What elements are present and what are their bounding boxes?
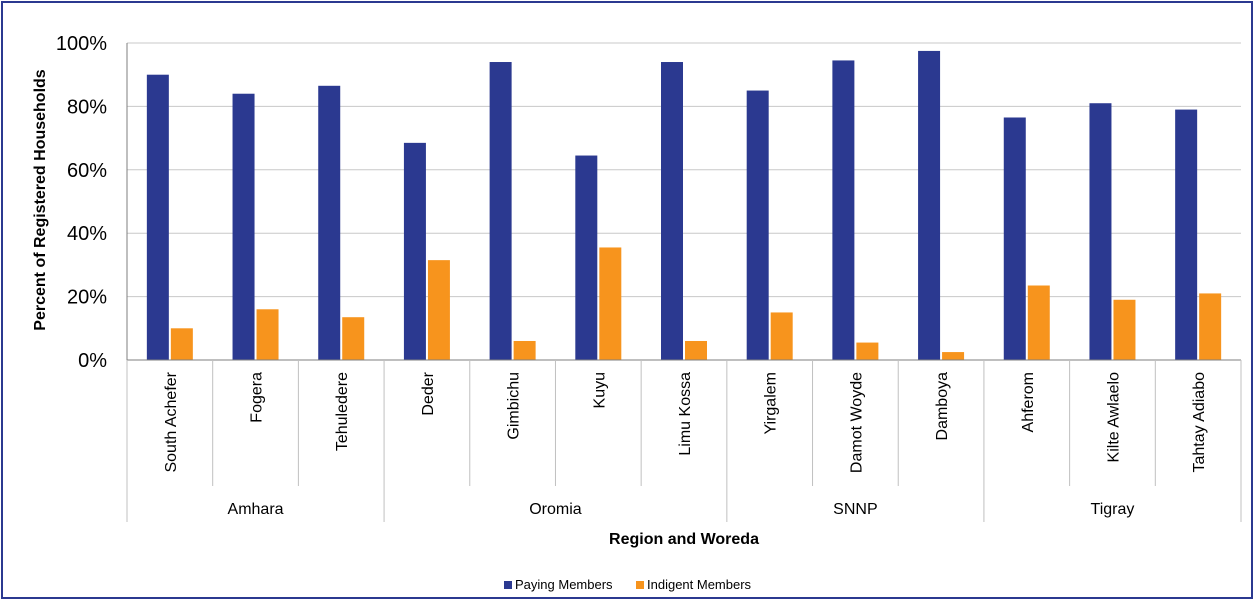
x-tick-label: Gimbichu (506, 372, 523, 440)
x-tick-label: Limu Kossa (677, 372, 694, 456)
bar-indigent-members-south-achefer (170, 328, 193, 360)
legend-label-paying-members: Paying Members (515, 577, 613, 592)
bar-paying-members-fogera (232, 93, 255, 360)
bar-indigent-members-limu-kossa (685, 340, 707, 360)
x-tick-label: Kuyu (591, 372, 608, 408)
y-tick-label: 100% (56, 33, 107, 55)
bar-paying-members-south-achefer (146, 74, 169, 360)
y-axis-label: Percent of Registered Households (32, 69, 49, 330)
x-tick-labels: South Achefer Fogera Tehuledere Deder Gimbic… (163, 371, 1208, 473)
axes (126, 43, 1242, 522)
legend-swatch-indigent-members (636, 581, 644, 589)
bar-indigent-members-tahtay-adiabo (1199, 293, 1222, 360)
legend-label-indigent-members: Indigent Members (647, 577, 752, 592)
y-tick-label: 80% (67, 96, 107, 118)
bar-indigent-members-damboya (942, 352, 965, 360)
bar-indigent-members-tehuledere (342, 317, 365, 360)
bar-paying-members-tahtay-adiabo (1175, 109, 1198, 360)
group-label-oromia: Oromia (529, 501, 582, 518)
bar-paying-members-damboya (918, 50, 941, 361)
bar-paying-members-limu-kossa (661, 62, 683, 361)
bar-paying-members-ahferom (1003, 117, 1026, 361)
x-tick-label: Kilte Awlaelo (1105, 372, 1122, 463)
bar-indigent-members-ahferom (1027, 285, 1050, 360)
legend-swatch-paying-members (504, 581, 512, 589)
group-label-tigray: Tigray (1091, 501, 1135, 518)
bar-indigent-members-fogera (256, 309, 279, 360)
bar-paying-members-deder (403, 142, 426, 360)
bar-indigent-members-kilte-awlaelo (1113, 299, 1136, 360)
bar-indigent-members-damot-woyde (856, 342, 879, 360)
x-tick-label: Fogera (249, 372, 266, 423)
x-tick-label: Damot Woyde (848, 372, 865, 473)
x-tick-label: Yirgalem (763, 372, 780, 435)
y-tick-label: 20% (67, 287, 107, 309)
legend: Paying Members Indigent Members (504, 577, 752, 592)
bar-paying-members-yirgalem (746, 90, 769, 361)
x-tick-label: Damboya (934, 372, 951, 441)
x-tick-label: Tehuledere (334, 372, 351, 451)
x-tick-label: Ahferom (1020, 372, 1037, 432)
bar-paying-members-tehuledere (318, 85, 341, 361)
bar-indigent-members-yirgalem (770, 312, 793, 360)
gridlines (127, 42, 1241, 298)
bars (146, 50, 1222, 361)
bar-indigent-members-gimbichu (513, 340, 536, 360)
group-label-amhara: Amhara (228, 501, 284, 518)
y-tick-label: 40% (67, 223, 107, 245)
y-tick-label: 0% (78, 350, 107, 372)
bar-paying-members-damot-woyde (832, 60, 855, 361)
x-tick-label: Tahtay Adiabo (1191, 372, 1208, 473)
y-tick-label: 60% (67, 160, 107, 182)
x-tick-label: South Achefer (163, 371, 180, 472)
x-tick-label: Deder (420, 371, 437, 415)
x-axis-label: Region and Woreda (609, 531, 759, 548)
region-labels: Amhara Oromia SNNP Tigray (228, 501, 1135, 518)
y-tick-labels: 0% 20% 40% 60% 80% 100% (56, 33, 107, 372)
bar-indigent-members-deder (427, 260, 450, 360)
bar-indigent-members-kuyu (599, 247, 622, 360)
bar-paying-members-kuyu (575, 155, 598, 360)
bar-paying-members-kilte-awlaelo (1089, 103, 1112, 360)
bar-paying-members-gimbichu (489, 62, 512, 361)
group-label-snnp: SNNP (833, 501, 877, 518)
